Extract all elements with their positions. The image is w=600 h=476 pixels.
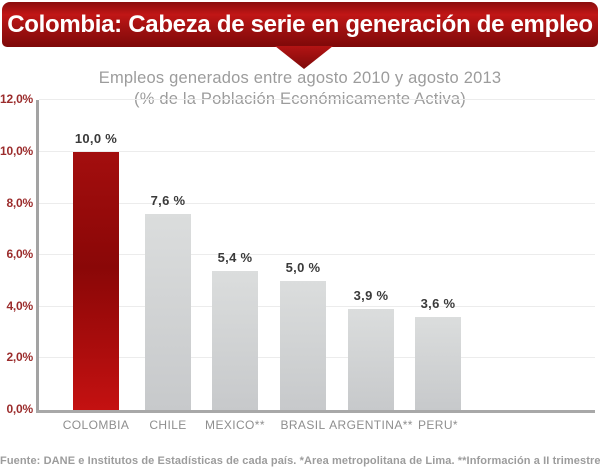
x-axis-label-colombia: COLOMBIA xyxy=(62,418,130,432)
bar-argentina xyxy=(348,309,394,410)
bar-chile xyxy=(145,214,191,410)
bar-value-label-chile: 7,6 % xyxy=(150,193,186,208)
bar-peru xyxy=(415,317,461,410)
bar-colombia xyxy=(73,152,119,410)
x-axis-line xyxy=(36,410,595,413)
y-axis-tick-label: 0,0% xyxy=(6,402,33,416)
bar-value-label-mexico: 5,4 % xyxy=(217,250,253,265)
y-axis-tick-label: 10,0% xyxy=(0,144,34,158)
x-axis-label-argentina: ARGENTINA** xyxy=(329,418,413,432)
bar-value-label-colombia: 10,0 % xyxy=(74,131,118,146)
x-axis-label-chile: CHILE xyxy=(149,418,187,432)
gridline xyxy=(39,203,595,204)
title-banner: Colombia: Cabeza de serie en generación … xyxy=(2,2,598,47)
gridline xyxy=(39,254,595,255)
bar-value-label-argentina: 3,9 % xyxy=(353,288,389,303)
bar-value-label-brasil: 5,0 % xyxy=(285,260,321,275)
banner-pointer-icon xyxy=(275,46,333,69)
bar-value-label-peru: 3,6 % xyxy=(420,296,456,311)
chart-subtitle-line1: Empleos generados entre agosto 2010 y ag… xyxy=(98,69,502,87)
x-axis-label-mexico: MEXICO** xyxy=(205,418,265,432)
gridline xyxy=(39,151,595,152)
gridline xyxy=(39,99,595,100)
y-axis-tick-label: 2,0% xyxy=(6,350,33,364)
y-axis-tick-label: 4,0% xyxy=(6,299,33,313)
page-title: Colombia: Cabeza de serie en generación … xyxy=(7,11,593,38)
y-axis-tick-label: 8,0% xyxy=(6,196,33,210)
y-axis-tick-label: 12,0% xyxy=(0,92,34,106)
bar-brasil xyxy=(280,281,326,410)
y-axis-line xyxy=(36,100,39,411)
bar-mexico xyxy=(212,271,258,410)
y-axis-tick-label: 6,0% xyxy=(6,247,33,261)
x-axis-label-peru: PERU* xyxy=(417,418,458,432)
x-axis-label-brasil: BRASIL xyxy=(280,418,326,432)
source-note: Fuente: DANE e Institutos de Estadística… xyxy=(0,455,600,467)
